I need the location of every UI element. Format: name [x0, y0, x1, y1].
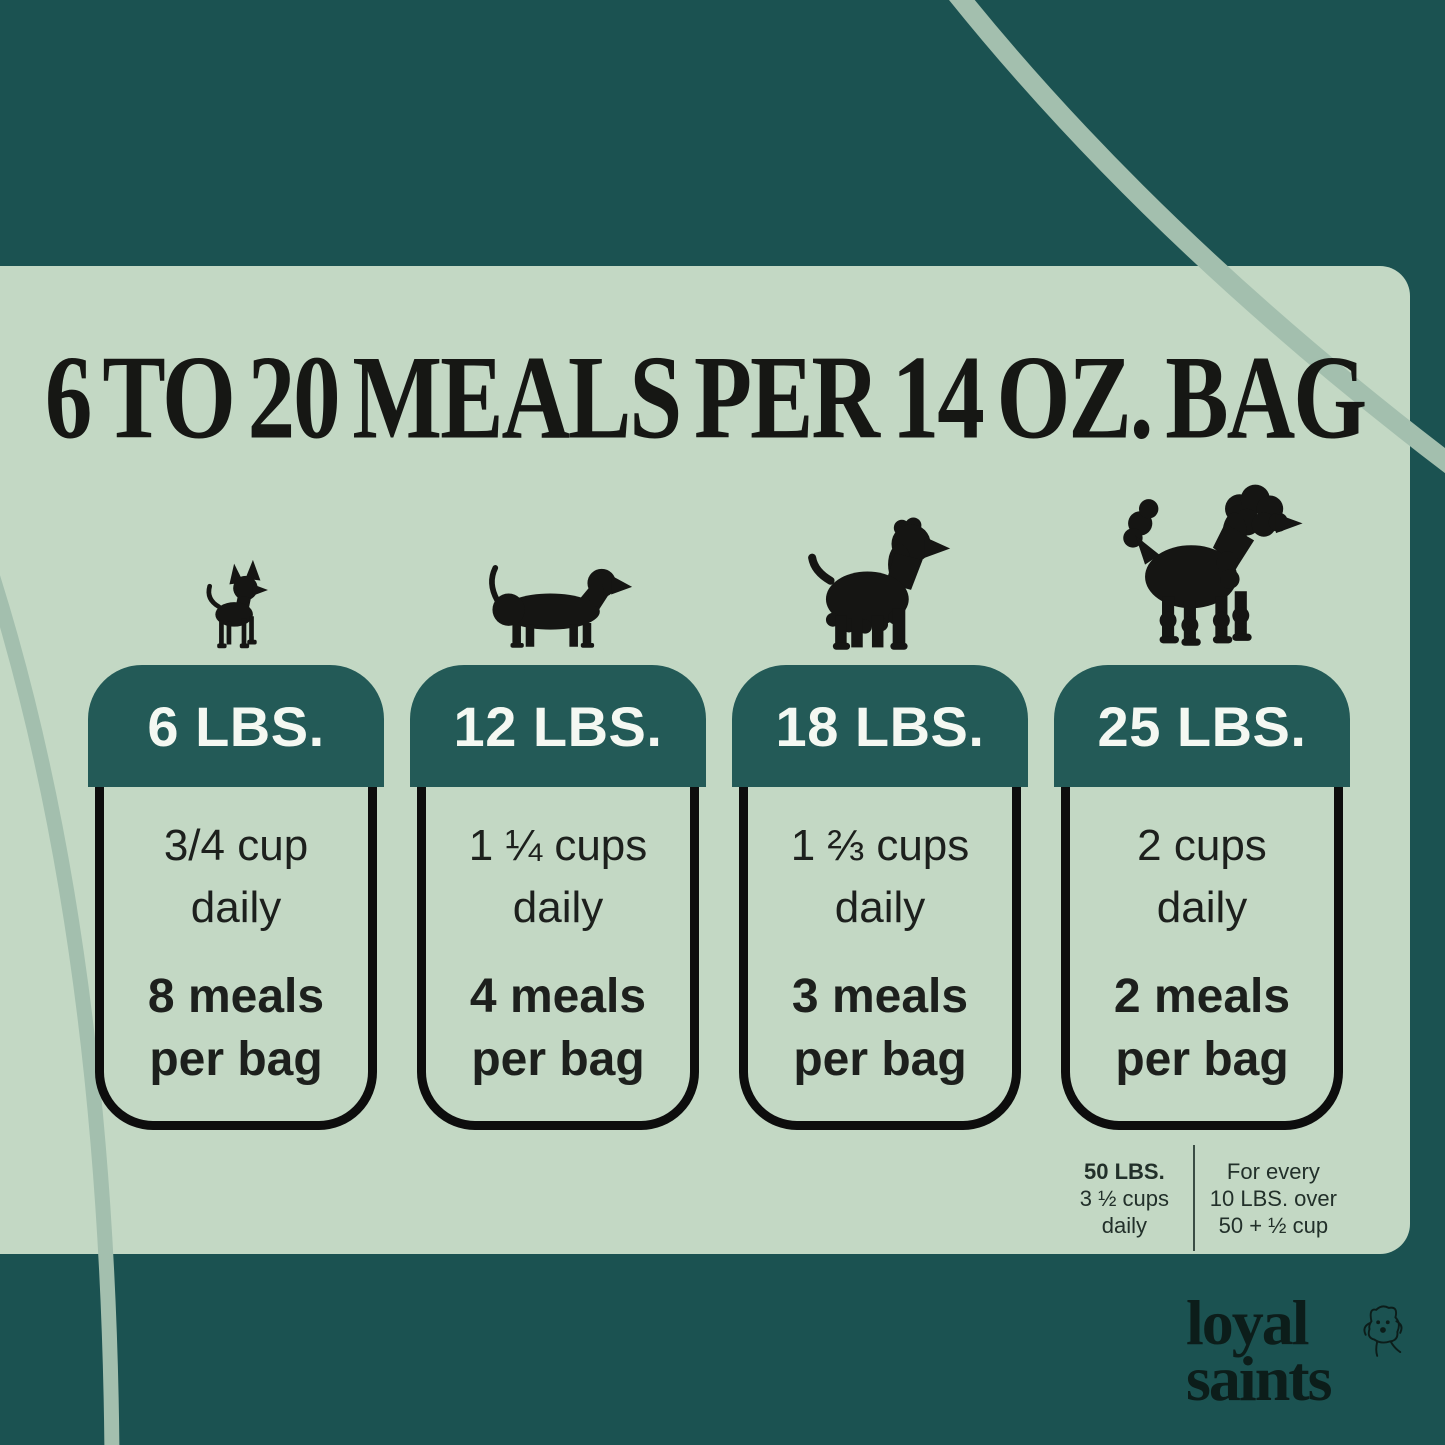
- footnote-rule-line2: 10 LBS. over: [1209, 1185, 1337, 1211]
- feeding-card: 25 LBS. 2 cups daily 2 meals per bag: [1054, 665, 1350, 1130]
- meals-unit: per bag: [1115, 1033, 1289, 1086]
- daily-amount: 2 cups: [1137, 821, 1267, 870]
- weight-label: 18 LBS.: [775, 694, 985, 758]
- large-dog-footnote: 50 LBS. 3 ½ cups daily For every 10 LBS.…: [1056, 1142, 1352, 1254]
- dog-row: [410, 455, 706, 652]
- footnote-50lbs-amount: 3 ½ cups: [1079, 1185, 1170, 1211]
- weight-badge: 12 LBS.: [410, 665, 706, 787]
- dachshund-silhouette-icon: [489, 565, 633, 648]
- weight-badge: 18 LBS.: [732, 665, 1028, 787]
- meals-unit: per bag: [149, 1033, 323, 1086]
- chihuahua-silhouette-icon: [206, 559, 268, 649]
- meals-count: 4 meals: [469, 970, 647, 1023]
- meals-unit: per bag: [793, 1033, 967, 1086]
- card-text: 1 ⅔ cups daily 3 meals per bag: [748, 787, 1012, 1121]
- page-title-text: 6 TO 20 MEALS PER 14 OZ. BAG: [44, 330, 1367, 464]
- card-text: 3/4 cup daily 8 meals per bag: [104, 787, 368, 1121]
- daily-unit: daily: [512, 883, 604, 932]
- footnote-rule-line1: For every: [1226, 1158, 1320, 1184]
- column-6-lbs: 6 LBS. 3/4 cup daily 8 meals per bag: [88, 455, 384, 1130]
- daily-amount: 3/4 cup: [163, 821, 309, 870]
- weight-badge: 6 LBS.: [88, 665, 384, 787]
- weight-columns: 6 LBS. 3/4 cup daily 8 meals per bag: [88, 455, 1350, 1130]
- feeding-card: 6 LBS. 3/4 cup daily 8 meals per bag: [88, 665, 384, 1130]
- brand-logo: loyal saints: [1186, 1287, 1416, 1414]
- meals-count: 2 meals: [1113, 970, 1291, 1023]
- daily-amount: 1 ¼ cups: [468, 821, 648, 870]
- footnote-50lbs-weight: 50 LBS.: [1084, 1158, 1165, 1184]
- footnote-50lbs: 50 LBS. 3 ½ cups daily: [1056, 1158, 1193, 1239]
- footnote-over-50lbs: For every 10 LBS. over 50 + ½ cup: [1195, 1158, 1352, 1239]
- page-title: 6 TO 20 MEALS PER 14 OZ. BAG: [0, 322, 1410, 472]
- daily-amount: 1 ⅔ cups: [790, 821, 970, 870]
- dog-row: [1054, 455, 1350, 652]
- logo-dog-sketch-icon: [1363, 1305, 1403, 1357]
- daily-unit: daily: [1156, 883, 1248, 932]
- weight-badge: 25 LBS.: [1054, 665, 1350, 787]
- footnote-rule-line3: 50 + ½ cup: [1218, 1212, 1329, 1238]
- dog-row: [88, 455, 384, 652]
- poodle-silhouette-icon: [1123, 484, 1303, 646]
- card-text: 1 ¼ cups daily 4 meals per bag: [426, 787, 690, 1121]
- meals-count: 3 meals: [791, 970, 969, 1023]
- daily-unit: daily: [190, 883, 282, 932]
- meals-unit: per bag: [471, 1033, 645, 1086]
- footnote-50lbs-unit: daily: [1101, 1212, 1147, 1238]
- daily-unit: daily: [834, 883, 926, 932]
- weight-label: 12 LBS.: [453, 694, 663, 758]
- cocker-spaniel-silhouette-icon: [808, 517, 951, 650]
- column-18-lbs: 18 LBS. 1 ⅔ cups daily 3 meals per bag: [732, 455, 1028, 1130]
- weight-label: 6 LBS.: [147, 694, 325, 758]
- column-12-lbs: 12 LBS. 1 ¼ cups daily 4 meals per bag: [410, 455, 706, 1130]
- column-25-lbs: 25 LBS. 2 cups daily 2 meals per bag: [1054, 455, 1350, 1130]
- meals-count: 8 meals: [147, 970, 325, 1023]
- feeding-card: 12 LBS. 1 ¼ cups daily 4 meals per bag: [410, 665, 706, 1130]
- brand-logo-line2: saints: [1186, 1343, 1333, 1414]
- footnote-divider: [1192, 1145, 1195, 1251]
- weight-label: 25 LBS.: [1097, 694, 1307, 758]
- card-text: 2 cups daily 2 meals per bag: [1070, 787, 1334, 1121]
- dog-row: [732, 455, 1028, 652]
- brand-logo-line1: loyal: [1186, 1287, 1310, 1358]
- feeding-card: 18 LBS. 1 ⅔ cups daily 3 meals per bag: [732, 665, 1028, 1130]
